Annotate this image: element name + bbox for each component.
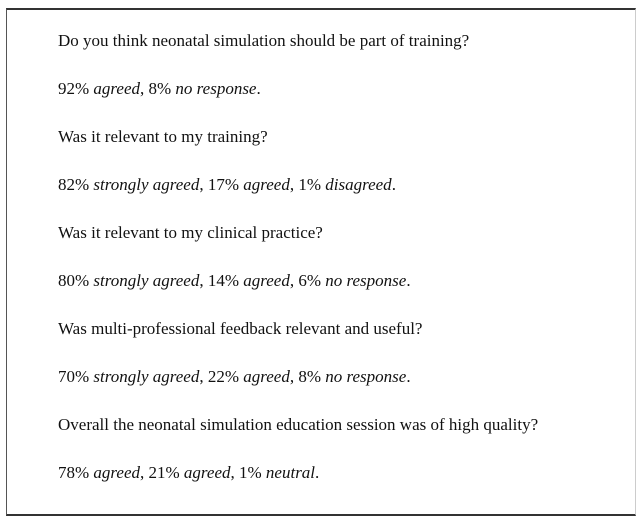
answer-text: 70% (58, 367, 94, 386)
answer-text: , 6% (289, 271, 326, 290)
answer: 80% strongly agreed, 14% agreed, 6% no r… (58, 268, 615, 294)
answer-text: 78% (58, 463, 94, 482)
answer: 82% strongly agreed, 17% agreed, 1% disa… (58, 172, 615, 198)
answer-text: , 14% (199, 271, 244, 290)
answer-text: , 8% (140, 79, 176, 98)
answer-label: agreed (93, 79, 140, 98)
answer-label: no response (175, 79, 257, 98)
answer-text: , 1% (289, 175, 326, 194)
answer: 70% strongly agreed, 22% agreed, 8% no r… (58, 364, 615, 390)
answer-label: agreed (243, 175, 290, 194)
question: Was it relevant to my clinical practice? (58, 223, 323, 242)
question: Overall the neonatal simulation educatio… (58, 415, 539, 434)
answer-text: , 21% (140, 463, 184, 482)
answer-text: 80% (58, 271, 94, 290)
answer-label: strongly agreed (93, 271, 200, 290)
answer-text: , 8% (289, 367, 326, 386)
answer-label: neutral (265, 463, 316, 482)
answer-label: agreed (183, 463, 231, 482)
answer-label: strongly agreed (93, 175, 200, 194)
question: Was it relevant to my training? (58, 127, 268, 146)
answer-label: strongly agreed (93, 367, 200, 386)
answer-text: . (315, 463, 320, 482)
answer-text: . (256, 79, 261, 98)
answer-text: . (406, 271, 411, 290)
answer-text: , 22% (199, 367, 244, 386)
question: Do you think neonatal simulation should … (58, 31, 470, 50)
survey-box: Do you think neonatal simulation should … (6, 8, 636, 516)
answer: 92% agreed, 8% no response. (58, 76, 615, 102)
answer-label: no response (325, 367, 407, 386)
answer: 78% agreed, 21% agreed, 1% neutral. (58, 460, 615, 486)
answer-label: no response (325, 271, 407, 290)
answer-text: 92% (58, 79, 94, 98)
answer-label: agreed (93, 463, 140, 482)
answer-text: 82% (58, 175, 94, 194)
answer-text: , 1% (230, 463, 266, 482)
answer-text: . (391, 175, 396, 194)
answer-label: agreed (243, 367, 290, 386)
answer-label: agreed (243, 271, 290, 290)
answer-text: . (406, 367, 411, 386)
question: Was multi-professional feedback relevant… (58, 319, 423, 338)
answer-text: , 17% (199, 175, 244, 194)
answer-label: disagreed (325, 175, 392, 194)
